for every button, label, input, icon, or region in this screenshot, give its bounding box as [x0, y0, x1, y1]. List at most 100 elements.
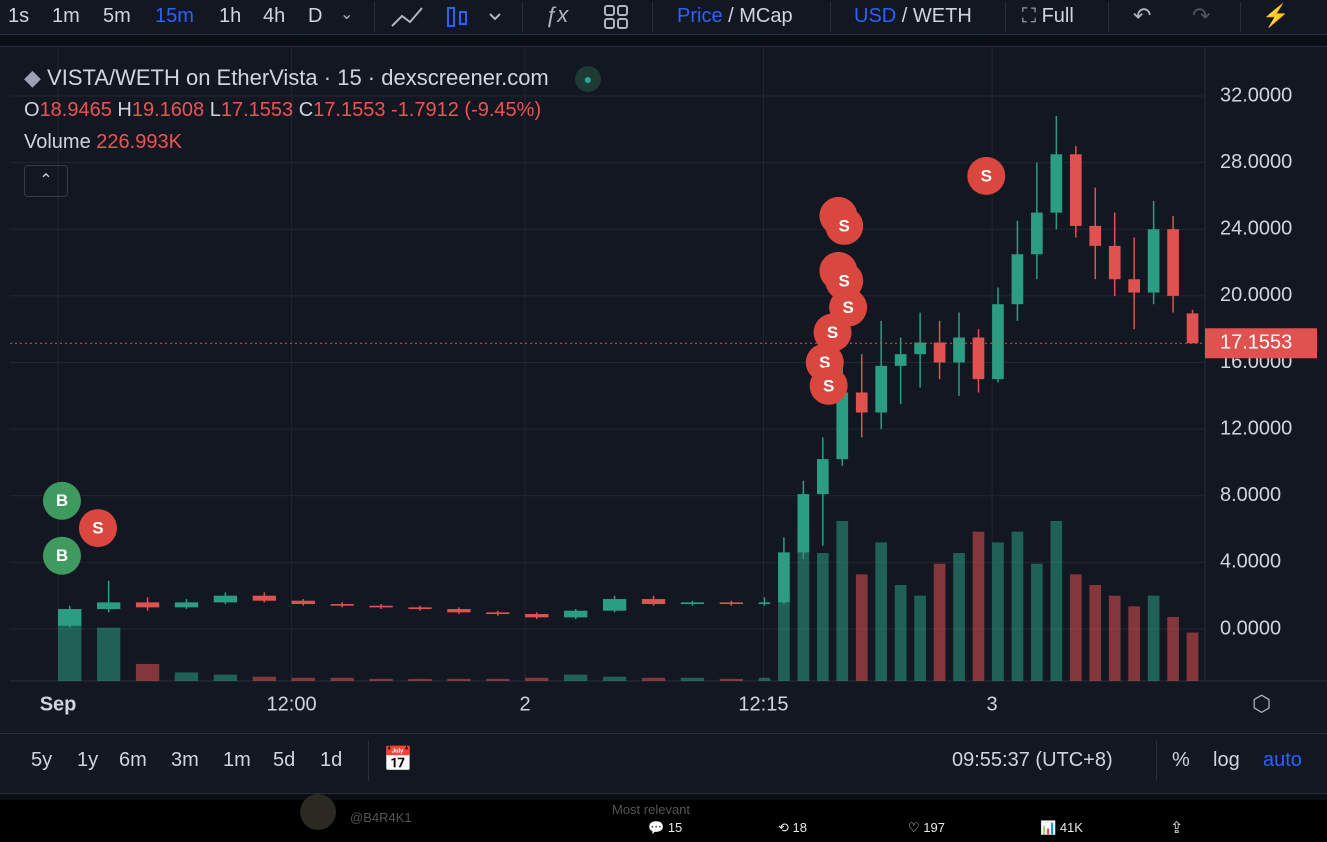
full-label[interactable]: Full: [1041, 5, 1074, 27]
trade-marker-label: S: [981, 166, 992, 185]
volume-bar: [816, 553, 829, 681]
trade-marker: [825, 206, 864, 245]
y-tick-label: 8.0000: [1220, 484, 1281, 506]
candle-body: [1011, 254, 1024, 305]
candle-body: [135, 602, 160, 608]
candle-body: [447, 609, 471, 613]
legend-title-row: ◆ VISTA/WETH on EtherVista · 15 · dexscr…: [24, 65, 601, 93]
interval-button[interactable]: 5m: [103, 5, 131, 27]
volume-bar: [252, 676, 277, 681]
candle-body: [875, 365, 888, 413]
indicators-button[interactable]: ƒx: [545, 2, 569, 27]
volume-bar: [1167, 617, 1179, 681]
auto-toggle[interactable]: auto: [1263, 749, 1302, 771]
log-toggle[interactable]: log: [1213, 749, 1240, 771]
divider: [1156, 741, 1157, 781]
volume-bar: [1186, 632, 1199, 681]
volume-bar: [1089, 585, 1102, 681]
candle-body: [1167, 229, 1179, 296]
share-button[interactable]: ⇪: [1170, 820, 1184, 837]
mcap-option[interactable]: / MCap: [728, 5, 793, 27]
range-button[interactable]: 6m: [119, 749, 147, 771]
chart-type-icons[interactable]: [388, 4, 508, 30]
y-tick-label: 12.0000: [1220, 417, 1292, 439]
chart: 0.00004.00008.000012.000016.000020.00002…: [10, 47, 1327, 715]
candle-body: [1050, 154, 1063, 213]
weth-option[interactable]: / WETH: [901, 5, 972, 27]
candle-body: [641, 599, 666, 605]
volume-bar: [447, 678, 471, 681]
volume-bar: [135, 663, 160, 681]
volume-bar: [1128, 606, 1141, 681]
range-button[interactable]: 3m: [171, 749, 199, 771]
tweet-bar: @B4R4K1 Most relevant 💬 15 ⟲ 18 ♡ 197 📊 …: [0, 794, 1327, 842]
interval-button[interactable]: 1m: [52, 5, 80, 27]
views-count: 41K: [1059, 820, 1083, 835]
close-label: C: [298, 99, 314, 121]
volume-bar: [992, 542, 1004, 681]
volume-bar: [719, 678, 744, 681]
range-button[interactable]: 1d: [320, 749, 343, 771]
open-label: O: [24, 99, 40, 121]
replies[interactable]: 💬 15: [648, 820, 683, 835]
volume-bar: [1031, 563, 1043, 681]
trade-marker: [809, 366, 848, 405]
reposts[interactable]: ⟲ 18: [778, 820, 807, 835]
interval-button[interactable]: 15m: [155, 5, 194, 27]
range-button[interactable]: 5y: [31, 749, 53, 771]
volume-bar: [408, 678, 432, 681]
fullscreen-button[interactable]: ⛶ Full: [1022, 5, 1074, 27]
currency-toggle[interactable]: USD / WETH: [854, 5, 972, 28]
candle-body: [836, 392, 849, 460]
candle-body: [1108, 245, 1121, 280]
high-label: H: [117, 99, 132, 121]
volume-bar: [525, 677, 549, 681]
range-button[interactable]: 1y: [77, 749, 99, 771]
toolbar: 1s 1m 5m 15m 1h 4h D ⌄ ƒx Price / MCap USD / W…: [0, 0, 1327, 35]
interval-menu[interactable]: ⌄: [340, 6, 354, 23]
usd-option[interactable]: USD: [854, 5, 897, 27]
layout-button[interactable]: [603, 4, 629, 30]
volume-bar: [914, 595, 926, 681]
x-tick-label: 3: [987, 693, 998, 715]
volume-bar: [1147, 595, 1160, 681]
range-button[interactable]: 5d: [273, 749, 296, 771]
interval-button[interactable]: 1s: [8, 5, 30, 27]
y-tick-label: 0.0000: [1220, 617, 1281, 639]
candle-body: [408, 607, 432, 610]
sort-label[interactable]: Most relevant: [612, 802, 691, 817]
views[interactable]: 📊 41K: [1040, 820, 1083, 835]
price-toggle[interactable]: Price / MCap: [677, 5, 793, 28]
volume-bar: [602, 676, 627, 681]
percent-toggle[interactable]: %: [1172, 749, 1190, 771]
likes[interactable]: ♡ 197: [908, 820, 945, 835]
interval-button[interactable]: 1h: [219, 5, 242, 27]
candle-body: [758, 602, 771, 605]
candle-body: [174, 602, 199, 608]
volume-bar: [894, 585, 907, 681]
redo-button[interactable]: ↷: [1192, 3, 1211, 28]
low-value: 17.1553: [220, 99, 294, 121]
plot-area: [10, 47, 1317, 681]
price-option[interactable]: Price: [677, 5, 723, 27]
divider: [0, 733, 1327, 734]
candle-body: [719, 602, 744, 605]
volume-bar: [291, 677, 315, 681]
settings-button[interactable]: ⬡: [1252, 691, 1272, 716]
candle-body: [486, 612, 510, 615]
quick-search[interactable]: ⚡: [1262, 3, 1290, 28]
range-button[interactable]: 1m: [223, 749, 251, 771]
candle-body: [525, 614, 549, 618]
volume-bar: [1011, 531, 1024, 681]
trade-marker: [42, 536, 81, 575]
candle-body: [291, 600, 315, 605]
undo-button[interactable]: ↶: [1133, 3, 1152, 28]
collapse-button[interactable]: ⌃: [24, 165, 68, 197]
volume-bar: [855, 574, 868, 681]
volume-bar: [1069, 574, 1082, 681]
interval-button[interactable]: D: [308, 5, 323, 27]
interval-button[interactable]: 4h: [263, 5, 286, 27]
goto-date-button[interactable]: 📅: [383, 746, 413, 773]
candle-body: [330, 604, 354, 606]
